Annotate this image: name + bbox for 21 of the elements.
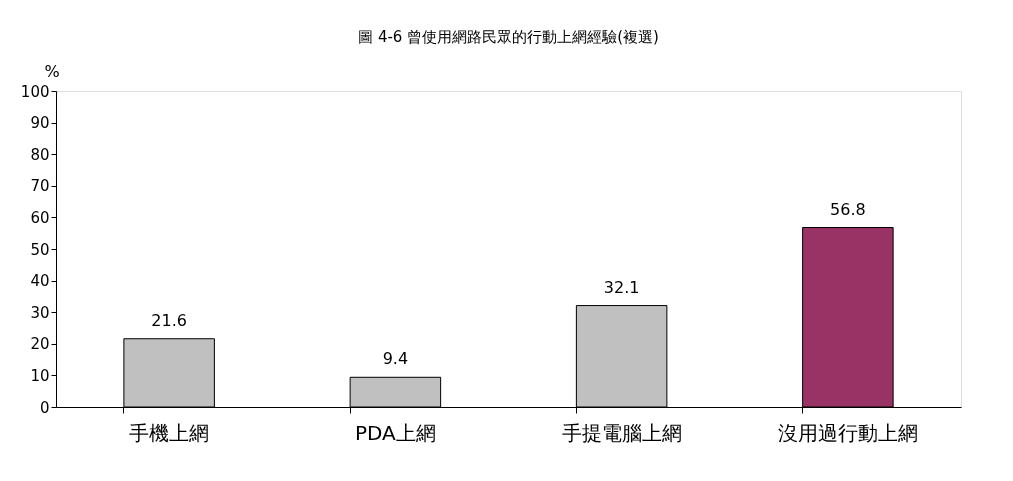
x-tick-label: PDA上網 (354, 420, 436, 445)
chart-title: 圖 4-6 曾使用網路民眾的行動上網經驗(複選) (358, 28, 659, 46)
data-label: 9.4 (382, 349, 409, 369)
y-tick-label: 90 (30, 114, 50, 133)
y-tick-label: 80 (30, 145, 50, 164)
y-tick-label: 30 (30, 303, 50, 322)
data-label: 21.6 (151, 310, 187, 330)
data-label: 56.8 (830, 199, 866, 219)
data-label: 32.1 (603, 277, 640, 297)
y-tick-label: 70 (30, 177, 50, 196)
y-tick-label: 20 (30, 335, 50, 354)
x-tick-label: 手機上網 (129, 420, 210, 445)
y-axis-title: % (44, 61, 60, 81)
y-tick-label: 100 (20, 82, 50, 101)
x-tick-label: 手提電腦上網 (561, 420, 682, 445)
y-tick-label: 50 (30, 240, 50, 259)
y-tick-label: 60 (30, 208, 50, 227)
y-tick-label: 0 (39, 398, 50, 417)
y-tick-label: 10 (30, 366, 50, 385)
y-tick-label: 40 (30, 272, 50, 291)
x-tick-label: 沒用過行動上網 (777, 420, 918, 445)
